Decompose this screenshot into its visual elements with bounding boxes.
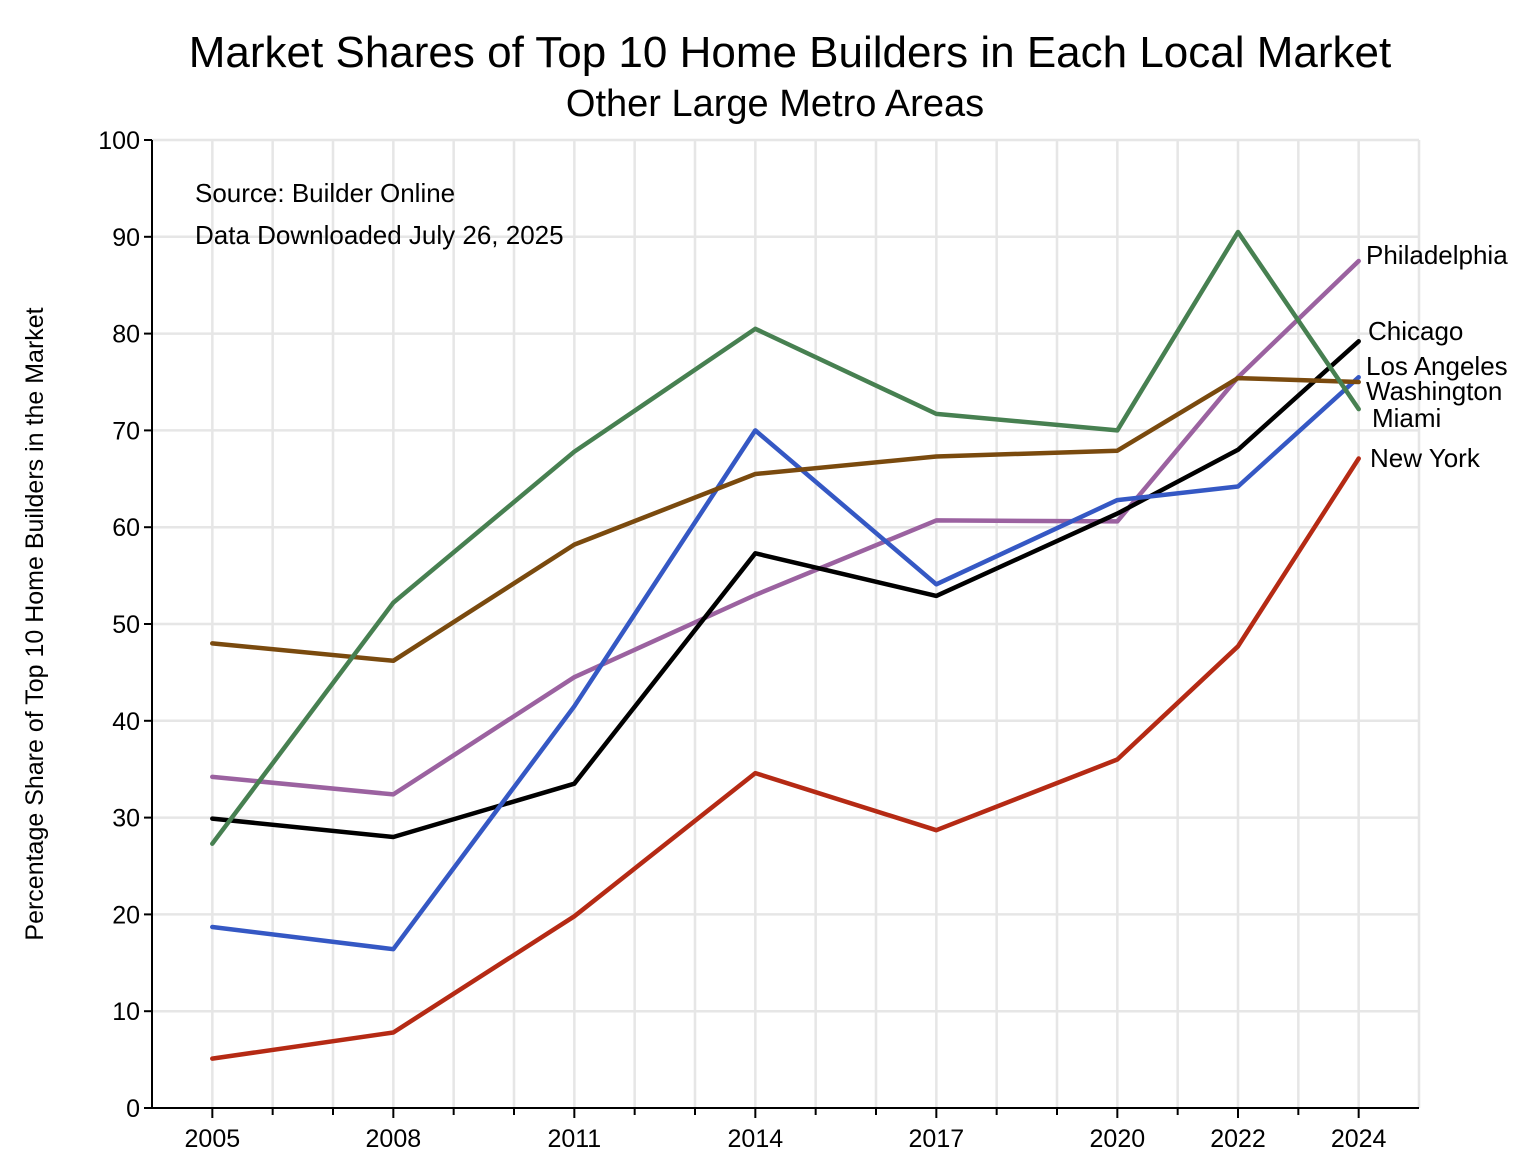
grid (152, 138, 1421, 1108)
x-tick-label-2005: 2005 (185, 1125, 241, 1153)
x-tick-label-2014: 2014 (728, 1125, 784, 1153)
y-tick-label-80: 80 (112, 321, 140, 349)
x-tick-label-2020: 2020 (1090, 1125, 1146, 1153)
series-label-miami: Miami (1372, 403, 1441, 433)
y-tick-label-60: 60 (112, 514, 140, 542)
y-tick-label-0: 0 (126, 1095, 140, 1123)
download-date-note: Data Downloaded July 26, 2025 (195, 220, 564, 250)
series-label-washington: Washington (1366, 376, 1502, 406)
x-tick-label-2011: 2011 (547, 1125, 601, 1153)
series-line-philadelphia (210, 258, 1361, 797)
y-tick-label-70: 70 (112, 417, 140, 445)
y-tick-label-100: 100 (98, 127, 140, 155)
series-line-chicago (210, 339, 1361, 840)
source-note: Source: Builder Online (195, 178, 455, 208)
series-line-washington (210, 375, 1361, 664)
y-tick-label-50: 50 (112, 611, 140, 639)
x-tick-label-2024: 2024 (1331, 1125, 1387, 1153)
series-labels: Philadelphia Chicago Los AngelesWashington… (1366, 240, 1508, 473)
series-label-los-angeles: Los Angeles (1366, 351, 1508, 381)
x-tick-label-2017: 2017 (909, 1125, 965, 1153)
chart-title: Market Shares of Top 10 Home Builders in… (189, 28, 1391, 77)
y-tick-label-10: 10 (112, 998, 140, 1026)
y-axis-label: Percentage Share of Top 10 Home Builders… (21, 307, 49, 940)
x-tick-label-2008: 2008 (366, 1125, 422, 1153)
y-tick-label-20: 20 (112, 901, 140, 929)
chart-subtitle: Other Large Metro Areas (566, 83, 984, 125)
y-tick-label-40: 40 (112, 708, 140, 736)
series-label-new-york: New York (1370, 443, 1481, 473)
y-tick-label-30: 30 (112, 805, 140, 833)
axes: 0 10 20 30 40 50 60 70 80 90 100 2005 2008 2011 2014 20… (98, 127, 1419, 1153)
y-tick-label-90: 90 (112, 224, 140, 252)
series-line-miami (210, 229, 1361, 846)
series-label-chicago: Chicago (1368, 316, 1463, 346)
x-tick-label-2022: 2022 (1210, 1125, 1266, 1153)
series-line-new-york (210, 456, 1361, 1061)
series-label-philadelphia: Philadelphia (1366, 240, 1508, 270)
series-lines (210, 229, 1361, 1061)
series-line-los-angeles (210, 374, 1361, 952)
